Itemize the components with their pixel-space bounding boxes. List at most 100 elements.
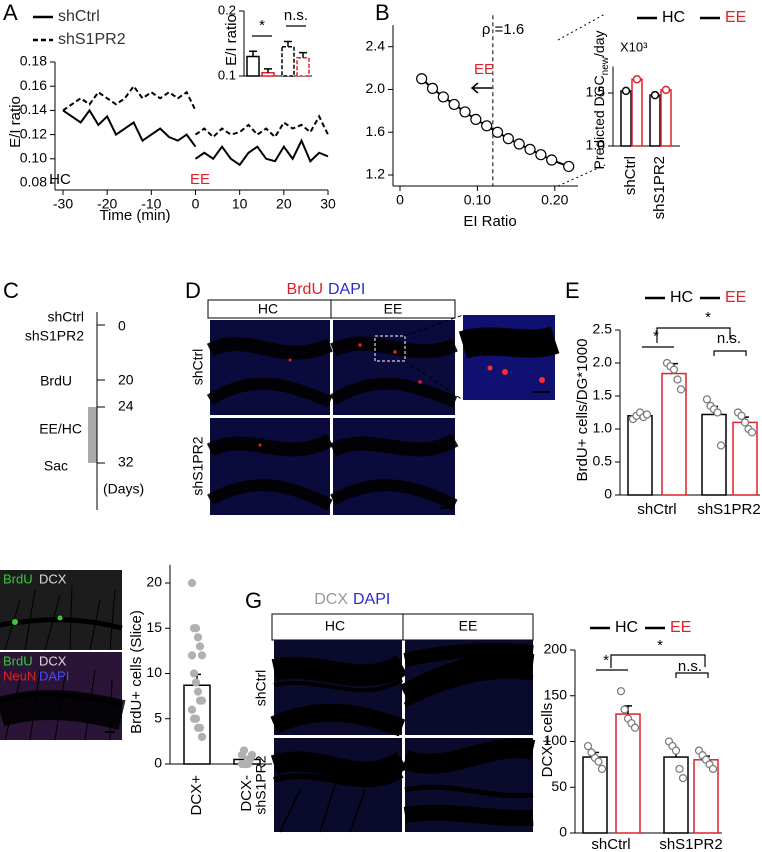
legend-label: EE <box>670 619 691 636</box>
y-tick-label: 2.4 <box>366 37 386 53</box>
bracket <box>656 327 731 343</box>
micrograph-panel-d: BrdU DAPI HC EE shCtrl shS1PR2 <box>190 281 560 515</box>
y-tick-label: 150 <box>544 686 568 702</box>
y-tick-label: 0.12 <box>20 125 47 141</box>
event-label: EE/HC <box>39 421 82 437</box>
y-tick-label: 0.08 <box>20 174 47 190</box>
y-axis-label: BrdU+ cells/DG*1000 <box>574 339 591 482</box>
legend-label: EE <box>725 289 746 306</box>
y-tick-label: 0 <box>154 755 162 771</box>
data-point <box>669 365 679 374</box>
y-axis-label: Predicted DGCnew/day <box>591 31 611 170</box>
column-label: EE <box>459 618 478 634</box>
bar <box>631 78 643 147</box>
day-label: 0 <box>118 318 126 334</box>
annotation: EE <box>190 171 210 188</box>
data-point <box>597 764 607 774</box>
zoom-line <box>404 360 464 401</box>
x-tick-label: shCtrl <box>622 156 639 195</box>
bar <box>627 415 653 496</box>
x-tick-label: 0 <box>192 196 200 212</box>
data-point <box>675 764 684 774</box>
panel-label: E <box>565 278 580 303</box>
y-axis-label-part: /day <box>591 31 607 57</box>
data-point <box>616 687 626 696</box>
y-tick-label: 0 <box>604 486 612 502</box>
data-line <box>194 114 329 139</box>
x-tick-label: shCtrl <box>637 501 676 518</box>
x-tick-label: 10 <box>232 196 248 212</box>
row-label: shS1PR2 <box>190 436 206 495</box>
stain-label: DAPI <box>353 591 390 608</box>
y-tick-label: 0 <box>559 824 567 840</box>
error-bar <box>249 50 257 57</box>
y-axis-label-part: Predicted DGC <box>591 75 607 169</box>
y-tick-label: 100 <box>544 732 568 748</box>
event-label: Sac <box>44 458 68 474</box>
image <box>329 320 458 415</box>
data-point <box>491 126 504 138</box>
data-point <box>678 773 688 783</box>
panel-label: B <box>375 0 390 25</box>
data-point <box>676 385 686 394</box>
y-tick-label: 1.6 <box>366 123 386 139</box>
y-tick-label: 2.0 <box>366 80 386 96</box>
data-point <box>195 723 205 732</box>
annotation: n.s. <box>284 7 308 24</box>
data-point <box>197 651 207 660</box>
stain-label: DCX <box>314 591 348 608</box>
data-point <box>481 120 493 132</box>
data-point <box>513 138 525 150</box>
data-point <box>563 160 575 173</box>
x-tick-label: shS1PR2 <box>659 836 722 852</box>
stain-label: DAPI <box>328 281 365 298</box>
image <box>399 640 535 735</box>
bar <box>620 90 632 147</box>
x-tick-label: DCX- <box>238 775 255 812</box>
arrow <box>470 82 492 94</box>
y-tick-label: 200 <box>544 641 568 657</box>
data-point <box>470 113 482 126</box>
event-label: BrdU <box>40 373 72 389</box>
data-point <box>187 651 197 660</box>
unit-label: (Days) <box>103 481 144 497</box>
y-axis-label: E/I ratio <box>223 14 240 66</box>
connector <box>557 164 606 187</box>
image <box>0 652 126 741</box>
x-axis-label: Time (min) <box>99 207 170 224</box>
connector <box>557 13 606 41</box>
y-tick-label: 0.16 <box>20 77 47 93</box>
y-tick-label: 1.2 <box>366 166 386 182</box>
data-point <box>197 732 207 741</box>
y-tick-label: 1.0 <box>593 420 613 436</box>
stain-label: BrdU <box>3 571 33 586</box>
y-tick-label: 0.5 <box>593 453 613 469</box>
data-point <box>535 149 547 161</box>
data-point <box>583 741 593 751</box>
x-tick-label: 0.10 <box>464 192 491 208</box>
column-label: HC <box>258 301 278 317</box>
data-point <box>193 633 203 642</box>
y-tick-label: 2.0 <box>593 354 613 370</box>
data-point <box>195 642 205 651</box>
data-point <box>713 408 722 417</box>
data-point <box>448 98 460 111</box>
data-point <box>702 395 712 404</box>
data-point <box>437 91 449 103</box>
y-tick-label: 1.0 <box>586 137 606 153</box>
y-tick-label: 15 <box>146 619 162 635</box>
micrograph-panel-g: DCX DAPI HC EE shCtrl shS1PR2 <box>253 591 536 833</box>
data-point <box>191 624 201 633</box>
x-tick-label: shS1PR2 <box>651 156 668 219</box>
data-point <box>191 678 201 687</box>
legend-label: HC <box>670 289 693 306</box>
data-point <box>671 746 681 755</box>
data-point <box>416 73 428 85</box>
stain-label: BrdU <box>287 281 323 298</box>
data-point <box>630 723 640 732</box>
data-point <box>197 696 207 705</box>
annotation: n.s. <box>717 330 741 347</box>
bar <box>615 713 641 834</box>
row-label: shCtrl <box>190 349 206 386</box>
